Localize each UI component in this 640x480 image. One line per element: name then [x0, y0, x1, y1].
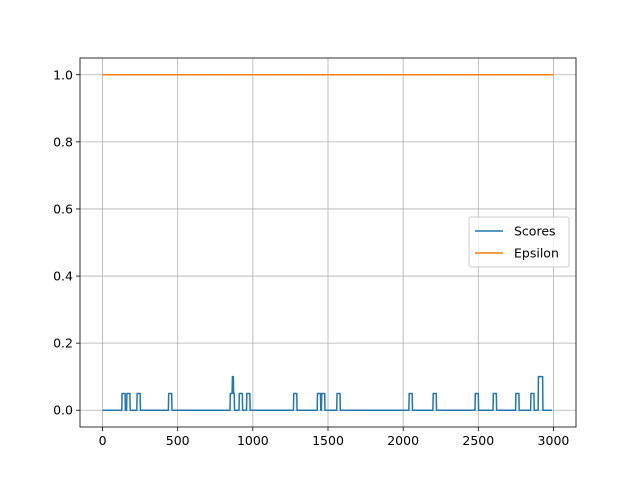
legend-label-epsilon: Epsilon	[514, 246, 559, 261]
y-tick-label: 0.2	[53, 336, 73, 351]
y-tick-label: 0.0	[53, 403, 73, 418]
x-tick-label: 2500	[462, 433, 494, 448]
x-tick-label: 1000	[237, 433, 269, 448]
x-tick-label: 0	[99, 433, 107, 448]
series-line-scores	[102, 375, 552, 411]
legend-box	[468, 216, 570, 268]
y-tick-label: 0.8	[53, 134, 73, 149]
legend: Scores Epsilon	[468, 216, 570, 268]
series-group	[102, 74, 554, 411]
y-tick-label: 0.6	[53, 201, 73, 216]
x-tick-label: 500	[166, 433, 190, 448]
x-tick-label: 1500	[312, 433, 344, 448]
y-tick-label: 0.4	[53, 269, 73, 284]
y-axis: 0.0 0.2 0.4 0.6 0.8 1.0	[53, 67, 80, 418]
x-tick-label: 3000	[538, 433, 570, 448]
y-tick-label: 1.0	[53, 67, 73, 82]
x-axis: 0 500 1000 1500 2000 2500 3000	[99, 427, 570, 448]
legend-label-scores: Scores	[514, 224, 556, 239]
x-tick-label: 2000	[387, 433, 419, 448]
